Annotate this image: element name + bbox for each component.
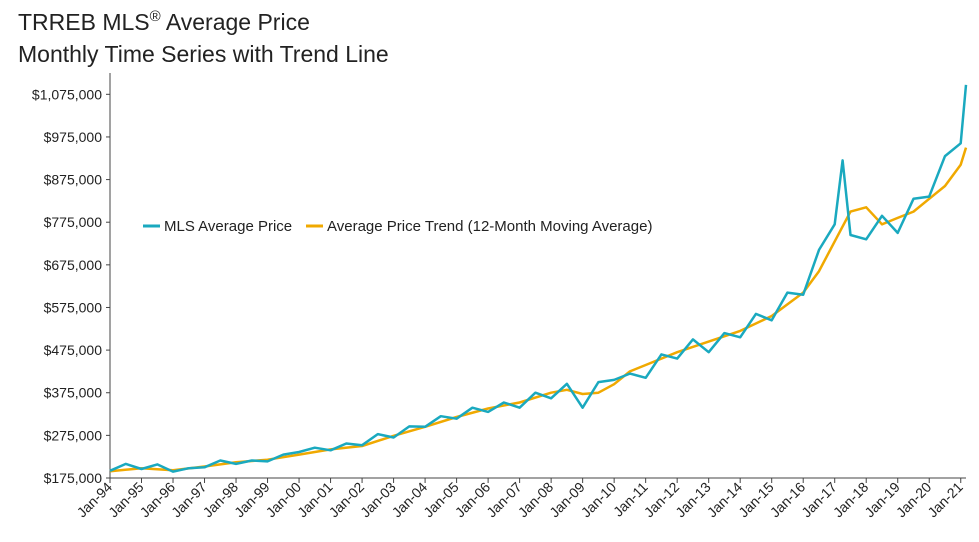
legend: MLS Average Price Average Price Trend (12… [143, 218, 652, 235]
legend-label-mls: MLS Average Price [164, 218, 292, 235]
x-tick-label: Jan-10 [578, 479, 620, 521]
mls-average-price-line [109, 84, 968, 473]
x-axis-ticks: Jan-94Jan-95Jan-96Jan-97Jan-98Jan-99Jan-… [74, 478, 966, 520]
chart-title: TRREB MLS® Average Price [18, 6, 389, 38]
y-tick-label: $975,000 [44, 129, 103, 145]
y-tick-label: $275,000 [44, 427, 103, 443]
y-tick-label: $775,000 [44, 214, 103, 230]
title-suffix: Average Price [160, 9, 310, 35]
chart-subtitle: Monthly Time Series with Trend Line [18, 41, 389, 67]
y-axis-ticks: $175,000 $275,000 $375,000 $475,000 $575,000… [32, 86, 110, 486]
chart-title-block: TRREB MLS® Average Price Monthly Time Se… [18, 6, 389, 70]
y-tick-label: $675,000 [44, 257, 103, 273]
registered-mark: ® [149, 8, 161, 25]
y-tick-label: $1,075,000 [32, 86, 102, 102]
trend-line [109, 147, 968, 473]
title-prefix: TRREB MLS [18, 9, 150, 35]
axes [109, 73, 966, 479]
y-tick-label: $375,000 [44, 385, 103, 401]
legend-label-trend: Average Price Trend (12-Month Moving Ave… [327, 218, 652, 235]
y-tick-label: $175,000 [44, 470, 103, 486]
y-tick-label: $475,000 [44, 342, 103, 358]
y-tick-label: $575,000 [44, 299, 103, 315]
series-lines [109, 84, 968, 473]
x-tick-label: Jan-21 [924, 479, 966, 521]
y-tick-label: $875,000 [44, 172, 103, 188]
